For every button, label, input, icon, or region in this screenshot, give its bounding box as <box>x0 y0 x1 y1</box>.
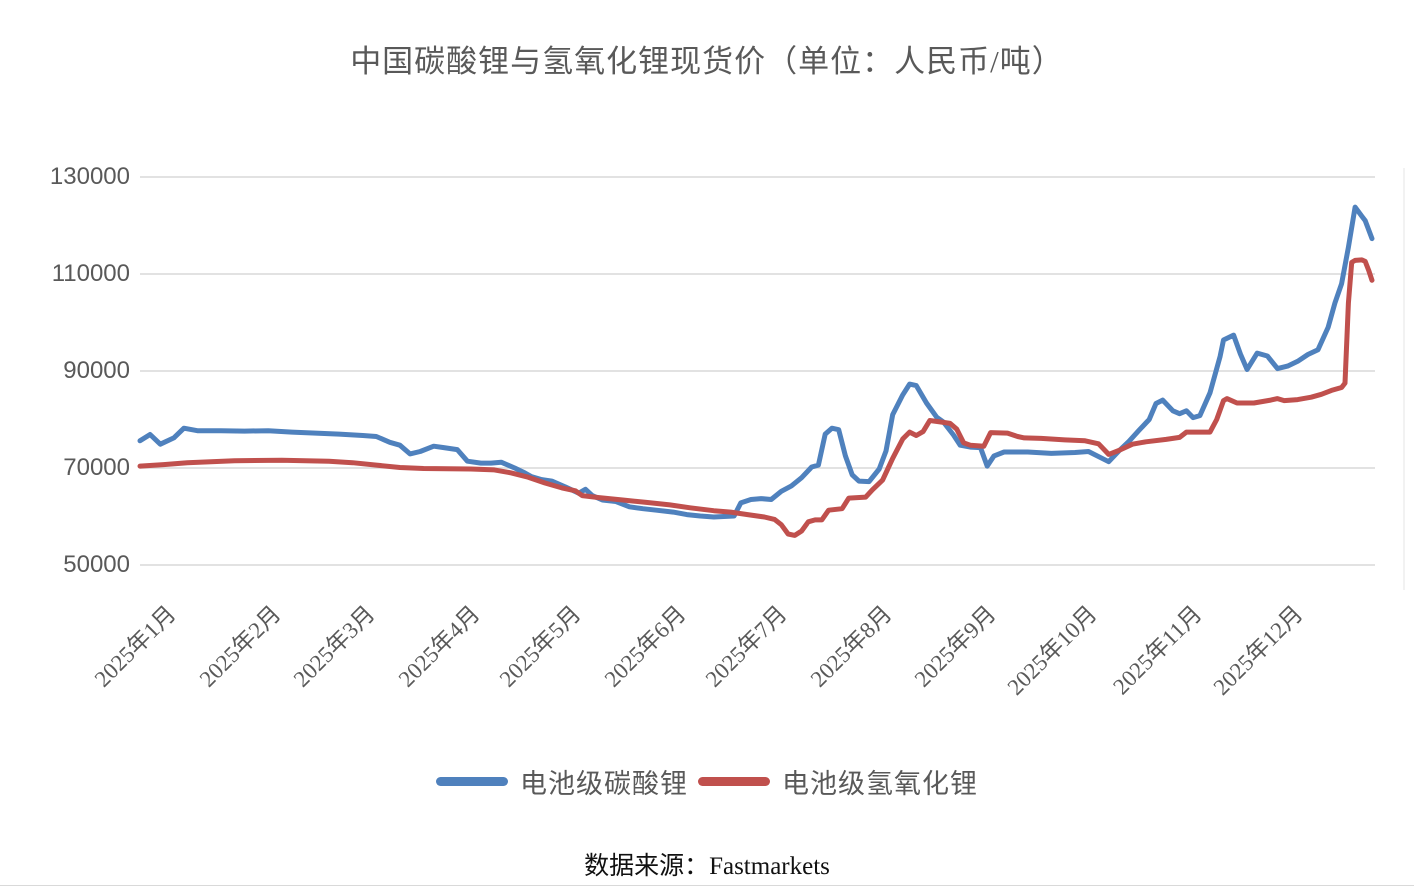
legend-label: 电池级氢氧化锂 <box>782 769 978 799</box>
y-tick-label: 90000 <box>63 357 130 384</box>
y-tick-label: 130000 <box>49 163 130 190</box>
y-tick-label: 50000 <box>63 551 130 578</box>
series-line-lithium-hydroxide <box>137 257 1375 538</box>
legend: 电池级碳酸锂 电池级氢氧化锂 <box>0 762 1414 801</box>
gridlines <box>140 168 1405 590</box>
y-tick-label: 110000 <box>51 260 130 287</box>
chart-title: 中国碳酸锂与氢氧化锂现货价（单位：人民币/吨） <box>350 44 1064 79</box>
legend-item-lithium-carbonate: 电池级碳酸锂 <box>436 762 688 801</box>
legend-label: 电池级碳酸锂 <box>520 769 688 799</box>
legend-swatch-lithium-carbonate-icon <box>436 777 508 786</box>
source-note: 数据来源：Fastmarkets <box>584 853 830 880</box>
legend-item-lithium-hydroxide: 电池级氢氧化锂 <box>698 762 978 801</box>
legend-swatch-lithium-hydroxide-icon <box>698 777 770 786</box>
series-line-lithium-carbonate <box>137 204 1375 520</box>
bottom-divider <box>0 885 1414 886</box>
y-tick-label: 70000 <box>63 454 130 481</box>
